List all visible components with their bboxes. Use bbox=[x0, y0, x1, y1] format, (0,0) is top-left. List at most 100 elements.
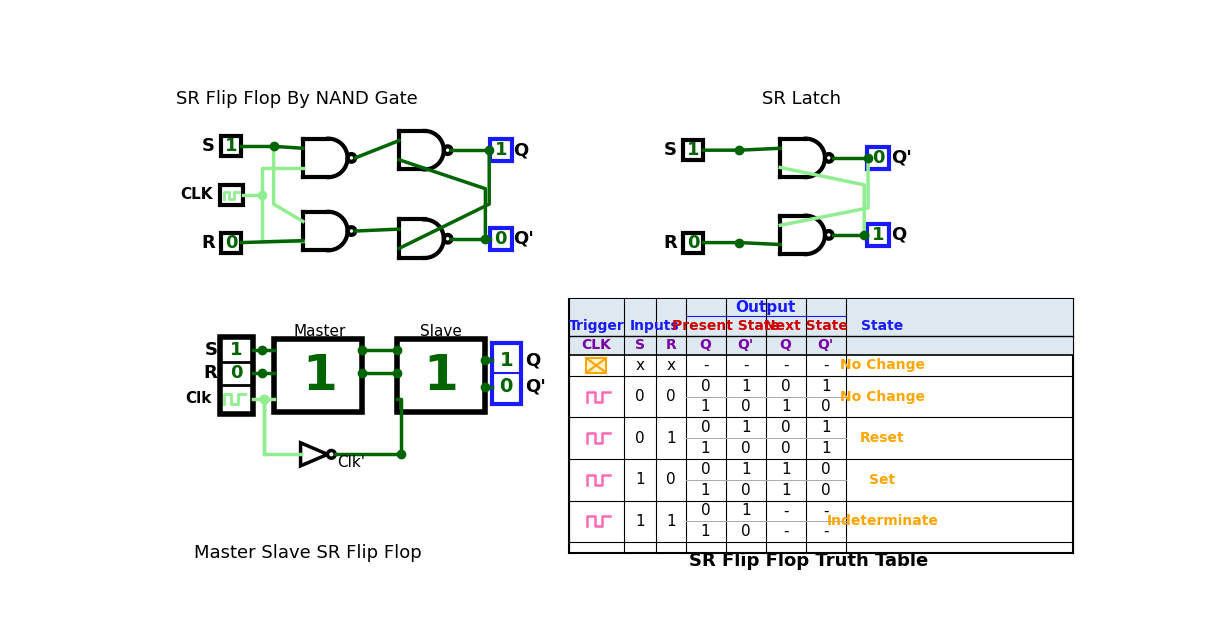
Text: 1: 1 bbox=[225, 137, 237, 155]
Text: 1: 1 bbox=[780, 462, 790, 477]
Text: Reset: Reset bbox=[860, 431, 905, 445]
FancyBboxPatch shape bbox=[221, 232, 241, 252]
FancyBboxPatch shape bbox=[490, 139, 512, 161]
Text: 1: 1 bbox=[701, 483, 710, 498]
Text: R: R bbox=[203, 365, 218, 383]
Text: 0: 0 bbox=[741, 441, 750, 456]
Text: 0: 0 bbox=[687, 234, 699, 252]
Text: 1: 1 bbox=[635, 473, 645, 487]
Text: Q: Q bbox=[525, 351, 541, 369]
FancyBboxPatch shape bbox=[220, 336, 253, 413]
Text: Q': Q' bbox=[891, 149, 912, 167]
Text: 1: 1 bbox=[820, 379, 830, 394]
Text: Q: Q bbox=[699, 338, 711, 352]
Text: 0: 0 bbox=[780, 421, 790, 435]
FancyBboxPatch shape bbox=[221, 136, 241, 157]
Text: 0: 0 bbox=[701, 421, 710, 435]
Text: 1: 1 bbox=[500, 351, 513, 370]
Text: x: x bbox=[667, 358, 675, 373]
Text: 1: 1 bbox=[495, 141, 507, 159]
Text: Q': Q' bbox=[525, 377, 546, 395]
Circle shape bbox=[825, 231, 832, 239]
FancyBboxPatch shape bbox=[868, 224, 889, 246]
Circle shape bbox=[347, 227, 356, 235]
Text: CLK: CLK bbox=[180, 187, 213, 202]
Text: S: S bbox=[664, 141, 678, 159]
Text: 0: 0 bbox=[820, 462, 830, 477]
Text: 1: 1 bbox=[741, 379, 750, 394]
Text: 0: 0 bbox=[635, 431, 645, 446]
Text: No Change: No Change bbox=[840, 390, 924, 404]
FancyBboxPatch shape bbox=[868, 147, 889, 169]
Text: 1: 1 bbox=[741, 503, 750, 519]
Text: 1: 1 bbox=[820, 421, 830, 435]
Text: SR Flip Flop By NAND Gate: SR Flip Flop By NAND Gate bbox=[175, 90, 417, 108]
Text: -: - bbox=[783, 525, 789, 539]
Text: 1: 1 bbox=[780, 483, 790, 498]
Text: -: - bbox=[743, 358, 748, 373]
FancyBboxPatch shape bbox=[273, 339, 362, 412]
Circle shape bbox=[444, 235, 451, 243]
Text: 0: 0 bbox=[667, 473, 675, 487]
Text: 1: 1 bbox=[667, 514, 675, 529]
Text: 0: 0 bbox=[820, 483, 830, 498]
Text: S: S bbox=[202, 137, 215, 155]
Text: Inputs: Inputs bbox=[630, 318, 680, 333]
Text: 0: 0 bbox=[495, 230, 507, 248]
FancyBboxPatch shape bbox=[569, 299, 1073, 553]
FancyBboxPatch shape bbox=[491, 343, 520, 404]
Circle shape bbox=[328, 451, 335, 458]
Text: 0: 0 bbox=[230, 365, 243, 383]
Text: 0: 0 bbox=[635, 389, 645, 404]
Text: S: S bbox=[635, 338, 645, 352]
Text: Q': Q' bbox=[738, 338, 754, 352]
Text: 1: 1 bbox=[687, 141, 699, 159]
Text: x: x bbox=[635, 358, 645, 373]
Text: Q': Q' bbox=[818, 338, 834, 352]
Text: No Change: No Change bbox=[840, 358, 924, 372]
Text: Q': Q' bbox=[513, 230, 534, 248]
Text: S: S bbox=[204, 342, 218, 360]
Text: 0: 0 bbox=[667, 389, 675, 404]
Text: SR Flip Flop Truth Table: SR Flip Flop Truth Table bbox=[690, 551, 928, 569]
Text: Output: Output bbox=[736, 300, 796, 315]
Text: Master Slave SR Flip Flop: Master Slave SR Flip Flop bbox=[195, 544, 422, 562]
Text: Clk: Clk bbox=[185, 392, 212, 406]
Circle shape bbox=[825, 154, 832, 162]
Text: Master: Master bbox=[294, 324, 346, 339]
Text: 1: 1 bbox=[230, 342, 243, 360]
Text: 0: 0 bbox=[741, 525, 750, 539]
Text: 1: 1 bbox=[302, 352, 338, 400]
Text: 1: 1 bbox=[701, 441, 710, 456]
Text: 0: 0 bbox=[780, 441, 790, 456]
Text: 0: 0 bbox=[701, 462, 710, 477]
FancyBboxPatch shape bbox=[220, 185, 243, 205]
Text: -: - bbox=[703, 358, 708, 373]
Text: -: - bbox=[823, 503, 829, 519]
Text: R: R bbox=[666, 338, 676, 352]
Text: 1: 1 bbox=[424, 352, 459, 400]
Text: R: R bbox=[663, 234, 678, 252]
Text: Q: Q bbox=[779, 338, 791, 352]
Text: -: - bbox=[783, 358, 789, 373]
Text: 0: 0 bbox=[741, 483, 750, 498]
Text: Indeterminate: Indeterminate bbox=[826, 514, 938, 528]
Text: 1: 1 bbox=[820, 441, 830, 456]
Text: -: - bbox=[823, 358, 829, 373]
FancyBboxPatch shape bbox=[569, 299, 1073, 355]
Text: Slave: Slave bbox=[420, 324, 462, 339]
Text: Q: Q bbox=[513, 141, 529, 159]
Text: Q: Q bbox=[891, 226, 906, 244]
Text: -: - bbox=[783, 503, 789, 519]
Text: Present State: Present State bbox=[672, 318, 779, 333]
Text: 0: 0 bbox=[741, 399, 750, 415]
Text: 0: 0 bbox=[701, 379, 710, 394]
FancyBboxPatch shape bbox=[586, 358, 606, 373]
Circle shape bbox=[444, 146, 451, 154]
Text: Trigger: Trigger bbox=[569, 318, 624, 333]
Text: R: R bbox=[201, 234, 215, 252]
Text: 1: 1 bbox=[872, 226, 885, 244]
Text: 1: 1 bbox=[780, 399, 790, 415]
Text: 0: 0 bbox=[780, 379, 790, 394]
Text: 1: 1 bbox=[701, 525, 710, 539]
